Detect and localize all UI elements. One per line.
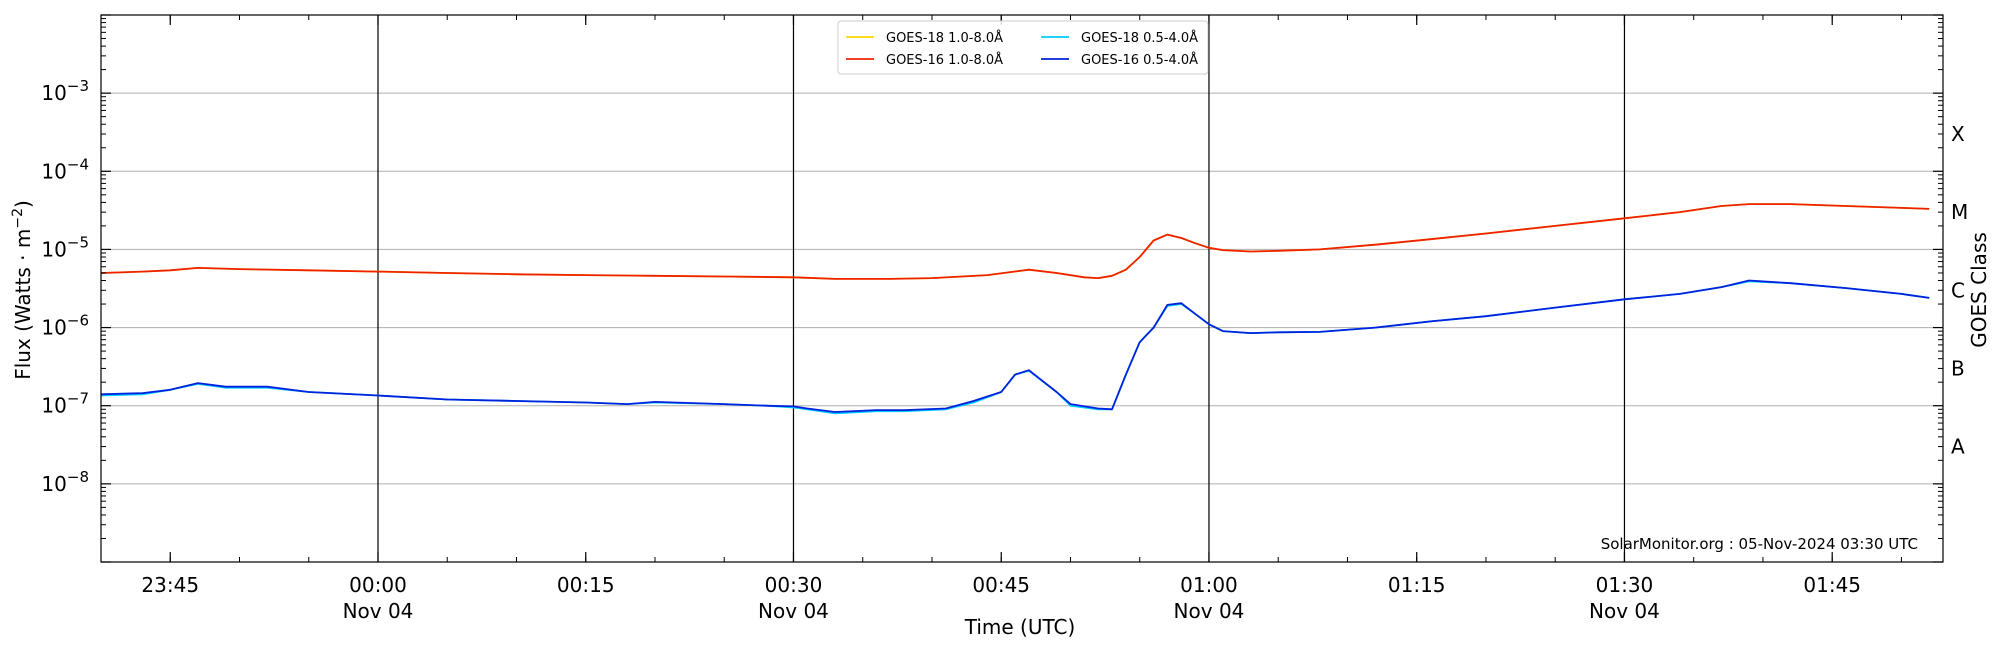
legend-label-2: GOES-18 0.5-4.0Å (1081, 30, 1198, 46)
x-tick-label: 00:30 (765, 573, 823, 597)
y-axis-title-superscript: −2 (10, 208, 26, 229)
x-tick-date-label: Nov 04 (1589, 599, 1660, 623)
x-tick-date-label: Nov 04 (343, 599, 414, 623)
goes-class-label-a: A (1951, 435, 1965, 459)
x-tick-date-label: Nov 04 (1174, 599, 1245, 623)
goes-class-label-b: B (1951, 356, 1965, 380)
series-layer (100, 203, 1930, 415)
legend-label-0: GOES-18 1.0-8.0Å (886, 30, 1003, 46)
plot-frame (100, 14, 1944, 563)
footer-credit: SolarMonitor.org : 05-Nov-2024 03:30 UTC (1601, 535, 1918, 553)
x-tick-label: 00:45 (972, 573, 1030, 597)
y-axis-title-close: ) (11, 200, 35, 208)
x-tick-label: 01:45 (1803, 573, 1861, 597)
goes-class-label-m: M (1951, 200, 1968, 224)
y-tick-label: 10−3 (41, 77, 89, 105)
legend-label-3: GOES-16 0.5-4.0Å (1081, 52, 1198, 68)
series-line-2 (100, 280, 1930, 415)
legend-box (837, 20, 1209, 75)
x-tick-label: 01:30 (1596, 573, 1654, 597)
goes-class-label-x: X (1951, 122, 1965, 146)
x-tick-label: 01:15 (1388, 573, 1446, 597)
x-tick-label: 01:00 (1180, 573, 1238, 597)
x-tick-date-label: Nov 04 (758, 599, 829, 623)
x-tick-label: 23:45 (141, 573, 199, 597)
y-tick-label: 10−7 (41, 390, 89, 418)
y-tick-label: 10−6 (41, 312, 89, 340)
series-line-1 (100, 203, 1930, 280)
series-line-3 (100, 279, 1930, 413)
grid-layer (101, 15, 1943, 562)
y-tick-label: 10−4 (41, 155, 89, 183)
x-axis-title: Time (UTC) (964, 615, 1076, 639)
y-axis-title-main: Flux (Watts · m (11, 229, 35, 380)
x-tick-label: 00:15 (557, 573, 615, 597)
goes-class-label-c: C (1951, 278, 1965, 302)
legend-label-1: GOES-16 1.0-8.0Å (886, 52, 1003, 68)
y-axis-title: Flux (Watts · m−2) (10, 200, 35, 380)
legend: GOES-18 1.0-8.0Å GOES-16 1.0-8.0Å GOES-18 … (837, 20, 1209, 75)
y-tick-label: 10−5 (41, 233, 89, 261)
frame-layer (100, 14, 1944, 563)
x-tick-label: 00:00 (349, 573, 407, 597)
goes-class-axis-title: GOES Class (1967, 232, 1991, 348)
y-tick-label: 10−8 (41, 468, 89, 496)
